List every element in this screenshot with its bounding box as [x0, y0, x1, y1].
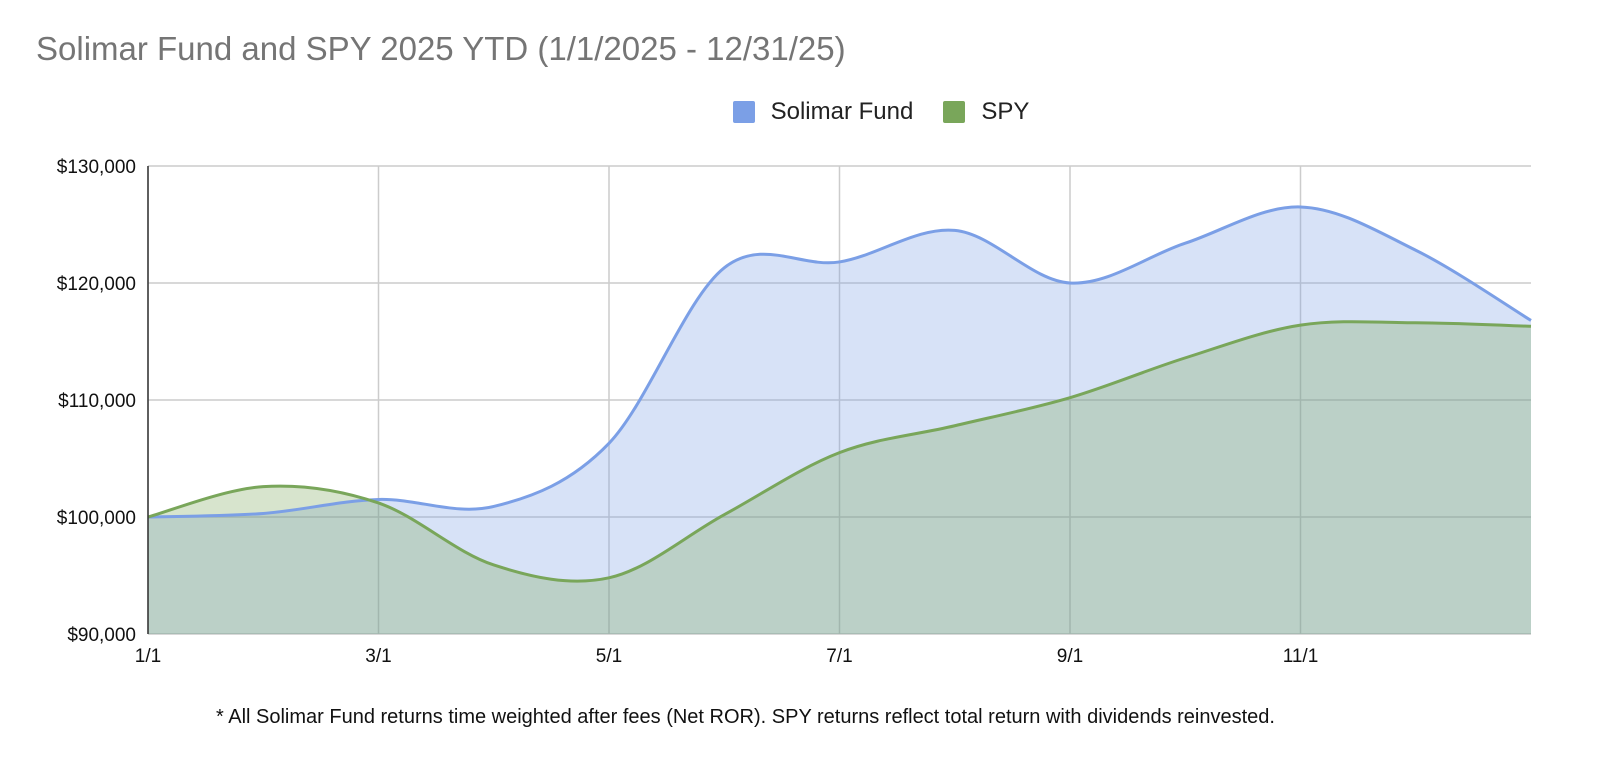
footnote: * All Solimar Fund returns time weighted… [216, 706, 1275, 728]
y-tick-label: $100,000 [57, 508, 136, 529]
x-tick-label: 3/1 [365, 646, 391, 667]
y-tick-label: $120,000 [57, 274, 136, 295]
chart-title: Solimar Fund and SPY 2025 YTD (1/1/2025 … [36, 30, 846, 67]
legend-label-solimar: Solimar Fund [770, 98, 914, 125]
area-spy [148, 321, 1531, 634]
legend-item-spy[interactable]: SPY [943, 98, 1029, 126]
legend-item-solimar[interactable]: Solimar Fund [732, 98, 914, 126]
legend-swatch-solimar [732, 101, 755, 123]
legend-label-spy: SPY [981, 98, 1030, 125]
x-tick-label: 5/1 [596, 646, 622, 667]
area-solimar [148, 206, 1531, 634]
y-tick-label: $130,000 [57, 157, 136, 178]
line-spy [147, 320, 1532, 583]
x-tick-label: 11/1 [1283, 646, 1319, 667]
x-tick-label: 1/1 [135, 646, 161, 667]
legend-swatch-spy [943, 101, 966, 123]
x-tick-label: 7/1 [826, 646, 852, 667]
x-tick-label: 9/1 [1057, 646, 1083, 667]
y-tick-label: $90,000 [67, 625, 136, 646]
legend: Solimar Fund SPY [0, 98, 1602, 126]
y-tick-label: $110,000 [58, 391, 136, 412]
